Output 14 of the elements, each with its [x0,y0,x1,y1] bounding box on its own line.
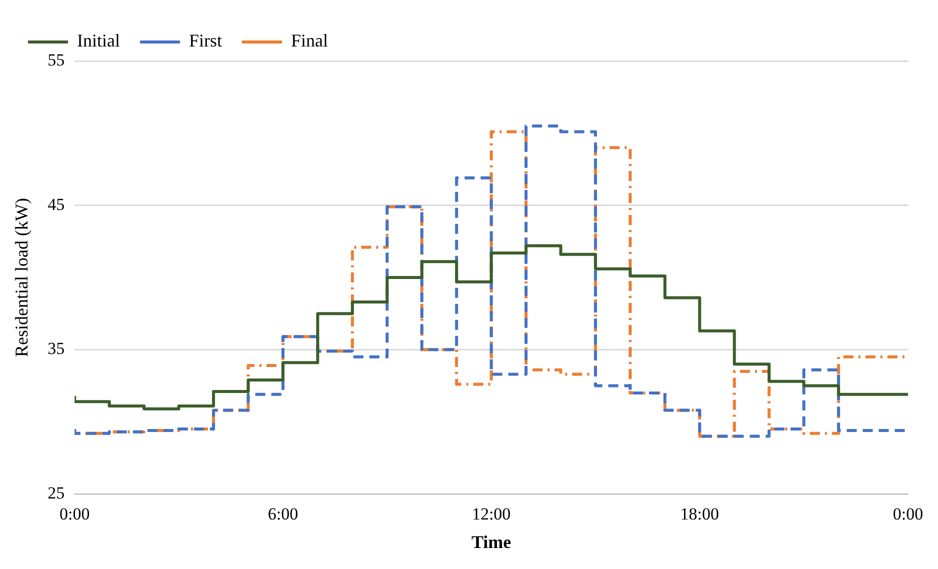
legend-label: First [188,30,222,51]
legend-label: Initial [77,30,120,51]
x-tick-label: 6:00 [268,504,298,524]
x-axis-title: Time [471,532,512,552]
x-tick-label: 12:00 [472,504,511,524]
y-tick-label: 45 [48,194,65,214]
x-tick-label: 0:00 [59,504,90,524]
y-tick-label: 25 [48,483,65,502]
y-axis-title: Residential load (kW) [12,198,32,357]
x-tick-label: 18:00 [680,504,720,524]
x-tick-label: 0:00 [892,504,924,524]
y-tick-label: 55 [48,50,65,70]
y-tick-label: 35 [48,339,65,358]
legend-label: Final [291,30,328,51]
